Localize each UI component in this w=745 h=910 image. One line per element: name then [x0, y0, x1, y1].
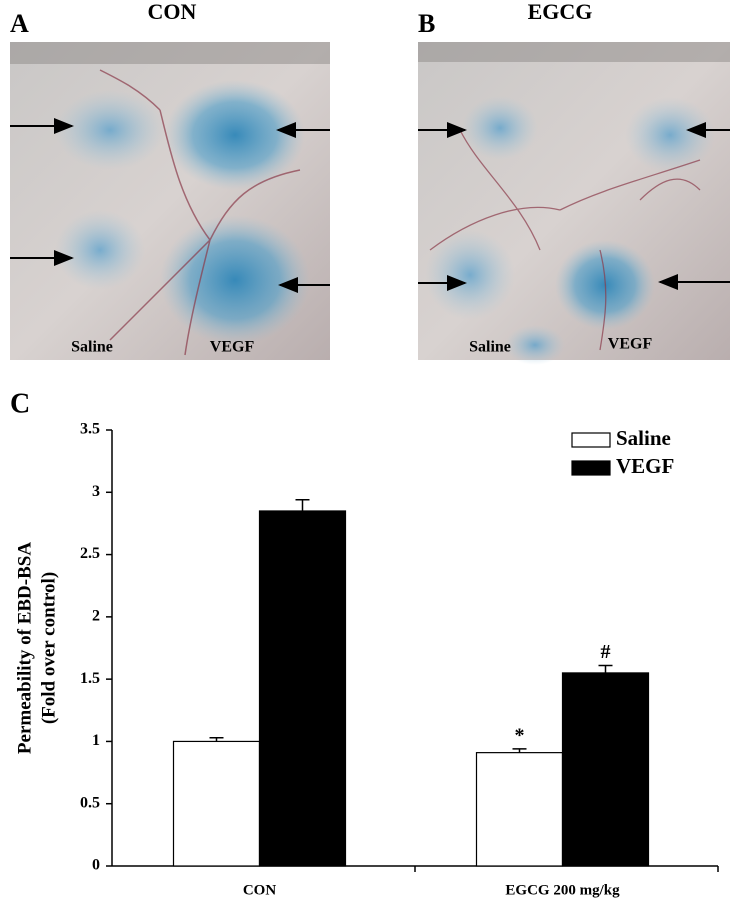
- vessels: [99, 69, 301, 356]
- x-tick-label: CON: [243, 882, 277, 898]
- y-tick-label: 1: [92, 732, 100, 749]
- y-tick-label: 2: [92, 608, 100, 625]
- dye-spot: [625, 97, 715, 173]
- y-axis-label: (Fold over control): [38, 572, 59, 724]
- x-tick-label: EGCG 200 mg/kg: [505, 882, 620, 898]
- y-tick-label: 1.5: [80, 670, 100, 687]
- legend-swatch: [571, 432, 611, 448]
- dye-spot: [425, 230, 515, 320]
- y-tick-label: 3: [92, 483, 100, 500]
- panel-title: EGCG: [528, 0, 593, 24]
- legend-swatch: [571, 460, 611, 476]
- vessels: [429, 129, 701, 351]
- error-bar: [598, 664, 613, 673]
- error-bar: [295, 499, 310, 511]
- photo-b: Saline VEGF: [418, 42, 730, 365]
- significance-label: #: [601, 641, 611, 663]
- dye-spot: [55, 90, 165, 170]
- y-tick-label: 2.5: [80, 545, 100, 562]
- y-axis-label: Permeability of EBD-BSA: [14, 542, 35, 754]
- error-bar: [209, 736, 224, 742]
- bar: [475, 752, 564, 867]
- bar: [172, 740, 261, 867]
- significance-label: *: [515, 724, 525, 746]
- dye-spot: [55, 210, 145, 290]
- bar: [561, 672, 650, 867]
- y-tick-label: 0.5: [80, 794, 100, 811]
- photo-label: VEGF: [608, 336, 653, 353]
- dye-spot: [160, 215, 310, 345]
- panel-letter: A: [10, 9, 29, 38]
- y-tick-label: 3.5: [80, 421, 100, 438]
- panel-title: CON: [148, 0, 197, 24]
- error-bar: [512, 748, 527, 753]
- photo-label: VEGF: [210, 339, 255, 356]
- legend-label: VEGF: [616, 454, 674, 478]
- photo-a: Saline VEGF: [10, 42, 330, 360]
- photo-edge: [418, 42, 730, 62]
- dye-spot: [505, 325, 565, 365]
- dye-spot: [165, 80, 305, 190]
- photo-edge: [10, 42, 330, 64]
- panel-letter: C: [10, 388, 30, 419]
- y-tick-label: 0: [92, 857, 100, 874]
- photo-label: Saline: [71, 339, 113, 356]
- dye-spot: [462, 96, 538, 160]
- legend-label: Saline: [616, 426, 671, 450]
- panel-letter: B: [418, 9, 435, 38]
- bar: [258, 510, 347, 867]
- photo-label: Saline: [469, 339, 511, 356]
